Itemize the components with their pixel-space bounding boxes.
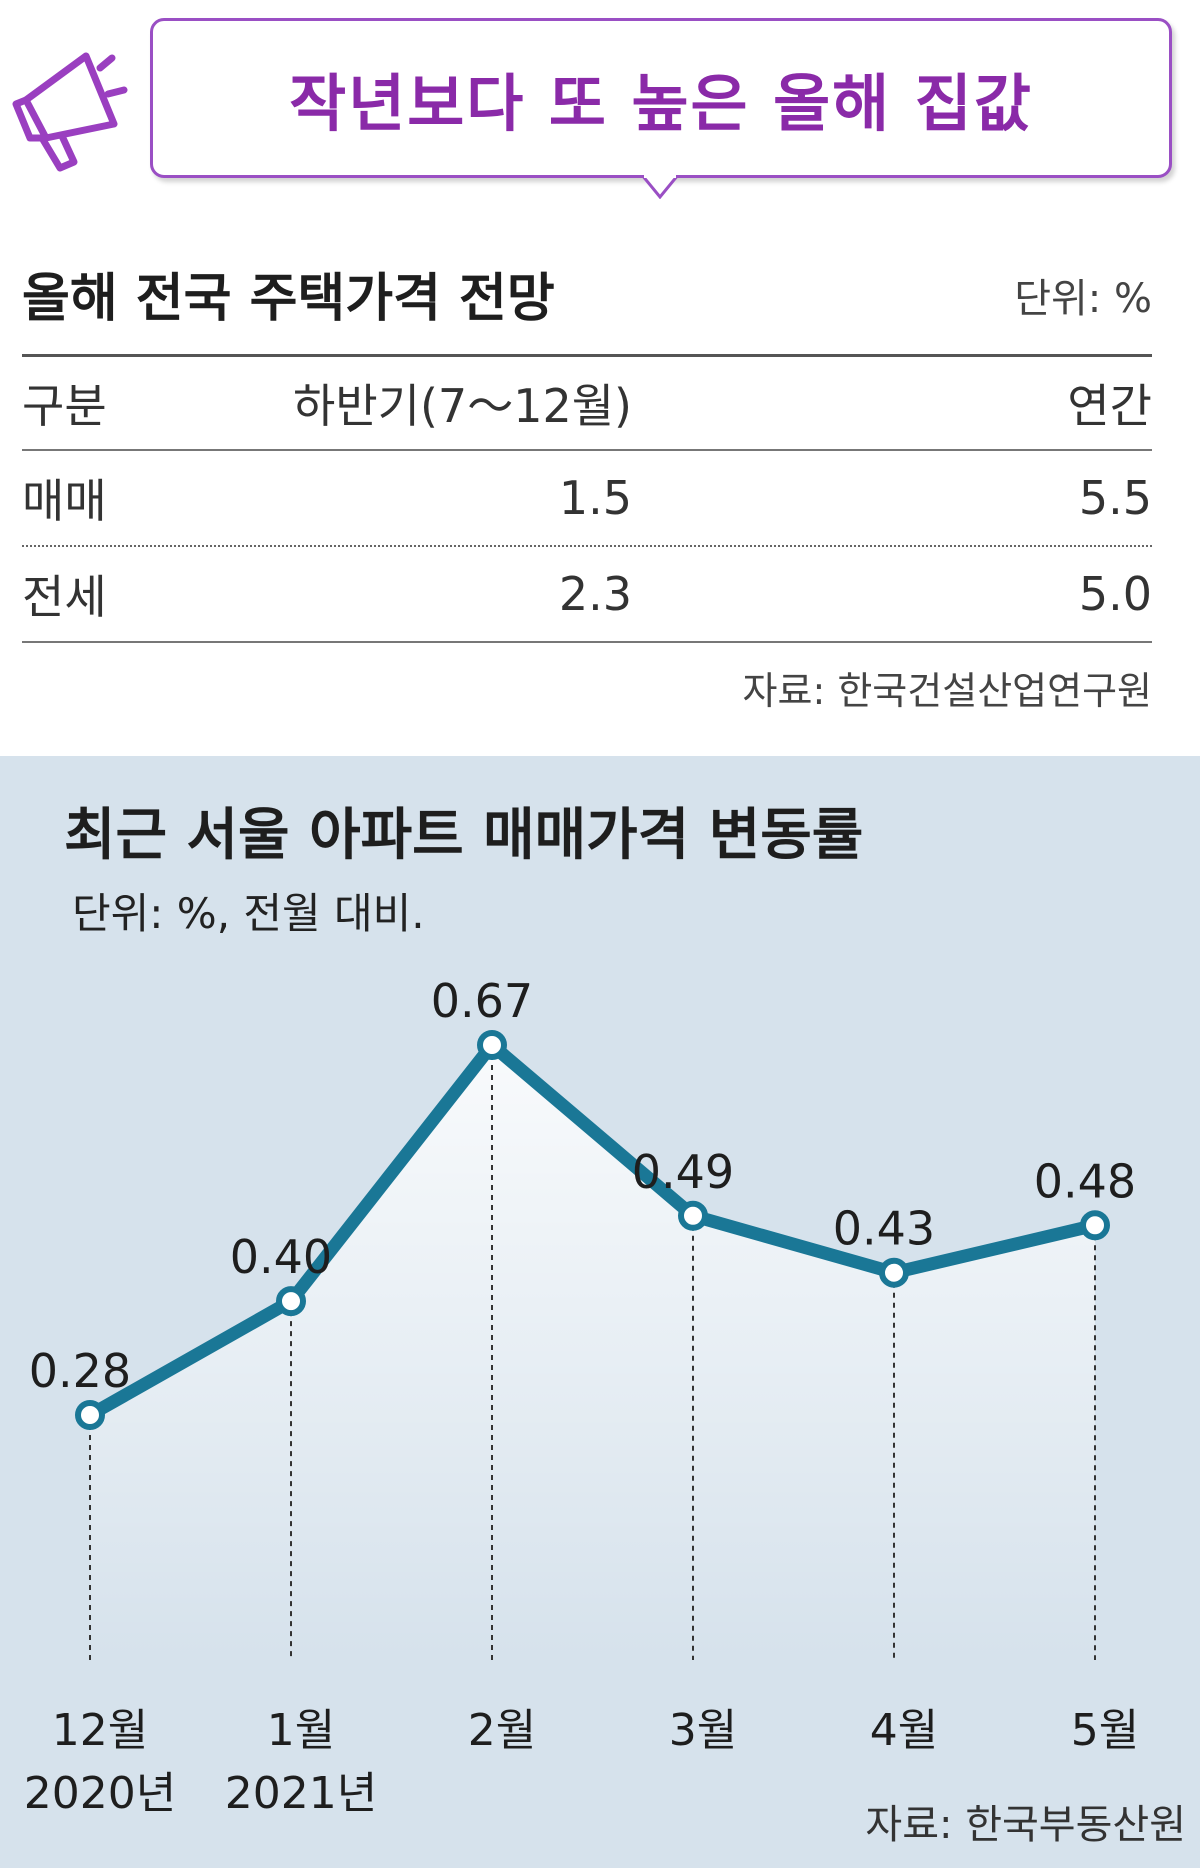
data-point	[75, 1400, 105, 1430]
data-point	[1080, 1210, 1110, 1241]
data-label: 0.48	[1034, 1154, 1136, 1208]
series-line	[83, 1038, 1102, 1422]
data-label: 0.28	[29, 1344, 131, 1398]
data-point	[678, 1200, 708, 1231]
second-half-value: 1.5	[558, 471, 632, 525]
table-unit: 단위: %	[1014, 276, 1152, 322]
data-label: 0.67	[431, 974, 533, 1028]
x-tick-label: 12월	[52, 1705, 148, 1756]
table-row: 전세 2.3 5.0	[22, 547, 1152, 643]
chart-source: 자료: 한국부동산원	[865, 1802, 1186, 1848]
chart-title: 최근 서울 아파트 매매가격 변동률	[64, 803, 864, 868]
bubble-tail	[642, 175, 678, 199]
area-fill	[90, 1045, 1095, 1660]
annual-value: 5.0	[1078, 567, 1152, 621]
table-row: 매매 1.5 5.5	[22, 451, 1152, 547]
row-label: 전세	[22, 570, 107, 624]
column-header-category: 구분	[22, 379, 107, 433]
outlook-table: 구분 하반기(7～12월) 연간 매매 1.5 5.5 전세 2.3 5.0	[22, 354, 1152, 643]
data-label: 0.40	[230, 1230, 332, 1284]
data-label: 0.43	[833, 1202, 935, 1256]
headline-bubble: 작년보다 또 높은 올해 집값	[150, 18, 1172, 178]
data-point	[276, 1286, 306, 1317]
table-title: 올해 전국 주택가격 전망	[22, 269, 555, 329]
chart-unit: 단위: %, 전월 대비.	[72, 889, 425, 938]
megaphone-icon	[12, 52, 128, 172]
table-header-row: 구분 하반기(7～12월) 연간	[22, 354, 1152, 451]
annual-value: 5.5	[1078, 471, 1152, 525]
column-header-annual: 연간	[1067, 379, 1152, 433]
x-tick-label: 5월	[1071, 1705, 1139, 1756]
table-source: 자료: 한국건설산업연구원	[742, 669, 1152, 713]
x-tick-label: 3월	[669, 1705, 737, 1756]
x-tick-label: 4월	[870, 1705, 938, 1756]
x-year-label: 2020년	[24, 1768, 176, 1819]
row-label: 매매	[22, 474, 107, 528]
data-label: 0.49	[632, 1145, 734, 1199]
data-point	[477, 1030, 507, 1060]
x-tick-label: 1월	[267, 1705, 335, 1756]
x-tick-label: 2월	[468, 1705, 536, 1756]
data-point	[879, 1257, 909, 1288]
column-header-second-half: 하반기(7～12월)	[293, 379, 632, 433]
x-year-label: 2021년	[225, 1768, 377, 1819]
second-half-value: 2.3	[558, 567, 632, 621]
headline: 작년보다 또 높은 올해 집값	[289, 67, 1033, 140]
